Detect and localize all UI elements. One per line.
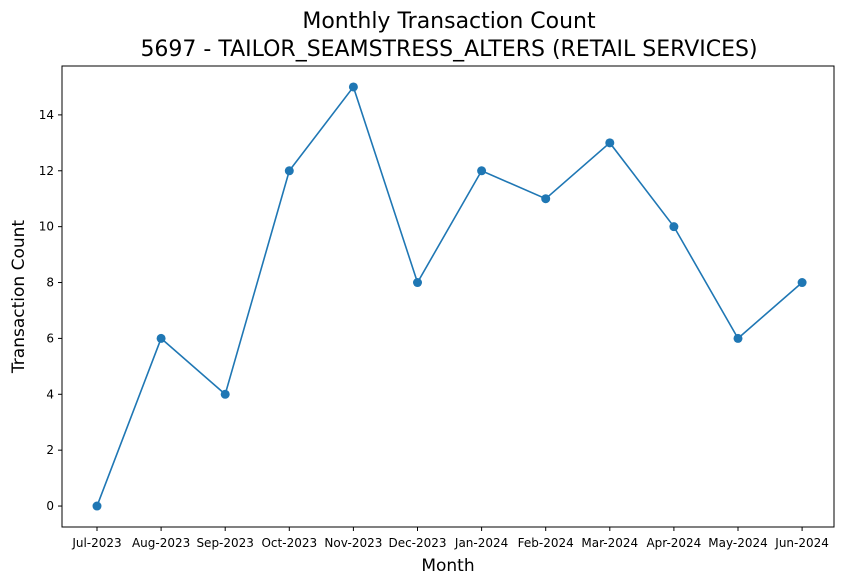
x-tick-label: May-2024 (708, 536, 767, 550)
y-tick-label: 8 (46, 276, 54, 290)
x-axis-label: Month (421, 556, 474, 576)
series-markers (92, 82, 807, 511)
y-tick-label: 2 (46, 443, 54, 457)
data-point (797, 278, 807, 288)
data-point (669, 222, 679, 232)
data-point (413, 278, 422, 288)
data-point (477, 166, 487, 176)
chart-title: Monthly Transaction Count (302, 9, 596, 34)
data-point (156, 333, 166, 343)
x-tick-label: Jan-2024 (454, 536, 508, 550)
y-tick-label: 14 (39, 108, 54, 122)
x-tick-label: Sep-2023 (196, 536, 254, 550)
chart-subtitle: 5697 - TAILOR_SEAMSTRESS_ALTERS (RETAIL … (140, 37, 757, 62)
x-tick-label: Aug-2023 (132, 536, 190, 550)
x-tick-label: Dec-2023 (388, 536, 446, 550)
x-tick-label: Oct-2023 (261, 536, 317, 550)
data-point (733, 333, 743, 343)
y-axis-label: Transaction Count (9, 220, 29, 374)
y-tick-label: 12 (39, 164, 54, 178)
y-tick-label: 6 (46, 331, 54, 345)
x-tick-label: Feb-2024 (518, 536, 574, 550)
data-point (220, 389, 230, 399)
series-line (96, 85, 803, 507)
x-axis: Jul-2023 Aug-2023 Sep-2023 Oct-2023 Nov-2023… (71, 527, 829, 550)
y-tick-label: 4 (46, 387, 54, 401)
x-tick-label: Nov-2023 (324, 536, 382, 550)
x-tick-label: Jun-2024 (774, 536, 829, 550)
data-point (541, 194, 551, 204)
data-point (284, 166, 294, 176)
y-tick-label: 0 (46, 499, 54, 513)
x-tick-label: Apr-2024 (646, 536, 701, 550)
data-point (605, 138, 615, 148)
data-point (92, 501, 102, 511)
x-tick-label: Jul-2023 (71, 536, 121, 550)
data-point (348, 82, 358, 92)
y-tick-label: 10 (39, 220, 54, 234)
x-tick-label: Mar-2024 (581, 536, 638, 550)
plot-area (61, 65, 835, 528)
y-axis: 0 2 4 6 8 10 12 14 (39, 108, 62, 513)
